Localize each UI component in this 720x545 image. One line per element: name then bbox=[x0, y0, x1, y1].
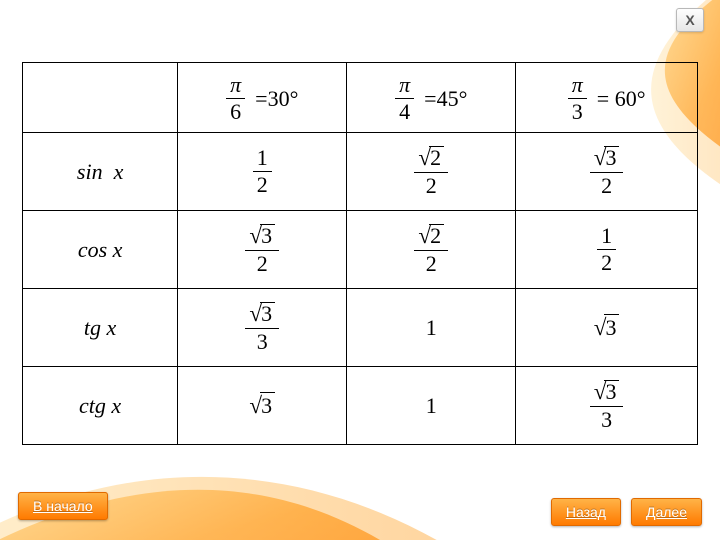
table-row: tg x 33 1 3 bbox=[23, 289, 698, 367]
row-label-tg: tg x bbox=[23, 289, 178, 367]
col-header-30: π6 =30° bbox=[178, 63, 347, 133]
col-header-60: π3 = 60° bbox=[516, 63, 698, 133]
table-row: sin x 12 22 32 bbox=[23, 133, 698, 211]
close-button[interactable]: X bbox=[676, 8, 704, 32]
home-button[interactable]: В начало bbox=[18, 492, 108, 520]
next-button[interactable]: Далее bbox=[631, 498, 702, 526]
table-row: ctg x 3 1 33 bbox=[23, 367, 698, 445]
row-label-cos: cos x bbox=[23, 211, 178, 289]
row-label-sin: sin x bbox=[23, 133, 178, 211]
row-label-ctg: ctg x bbox=[23, 367, 178, 445]
col-header-45: π4 =45° bbox=[347, 63, 516, 133]
nav-bar: В начало Назад Далее bbox=[0, 498, 720, 526]
back-button[interactable]: Назад bbox=[551, 498, 621, 526]
close-label: X bbox=[685, 12, 694, 28]
trig-table: π6 =30° π4 =45° π3 = 60° sin x 12 2 bbox=[22, 62, 698, 445]
table-row: cos x 32 22 12 bbox=[23, 211, 698, 289]
